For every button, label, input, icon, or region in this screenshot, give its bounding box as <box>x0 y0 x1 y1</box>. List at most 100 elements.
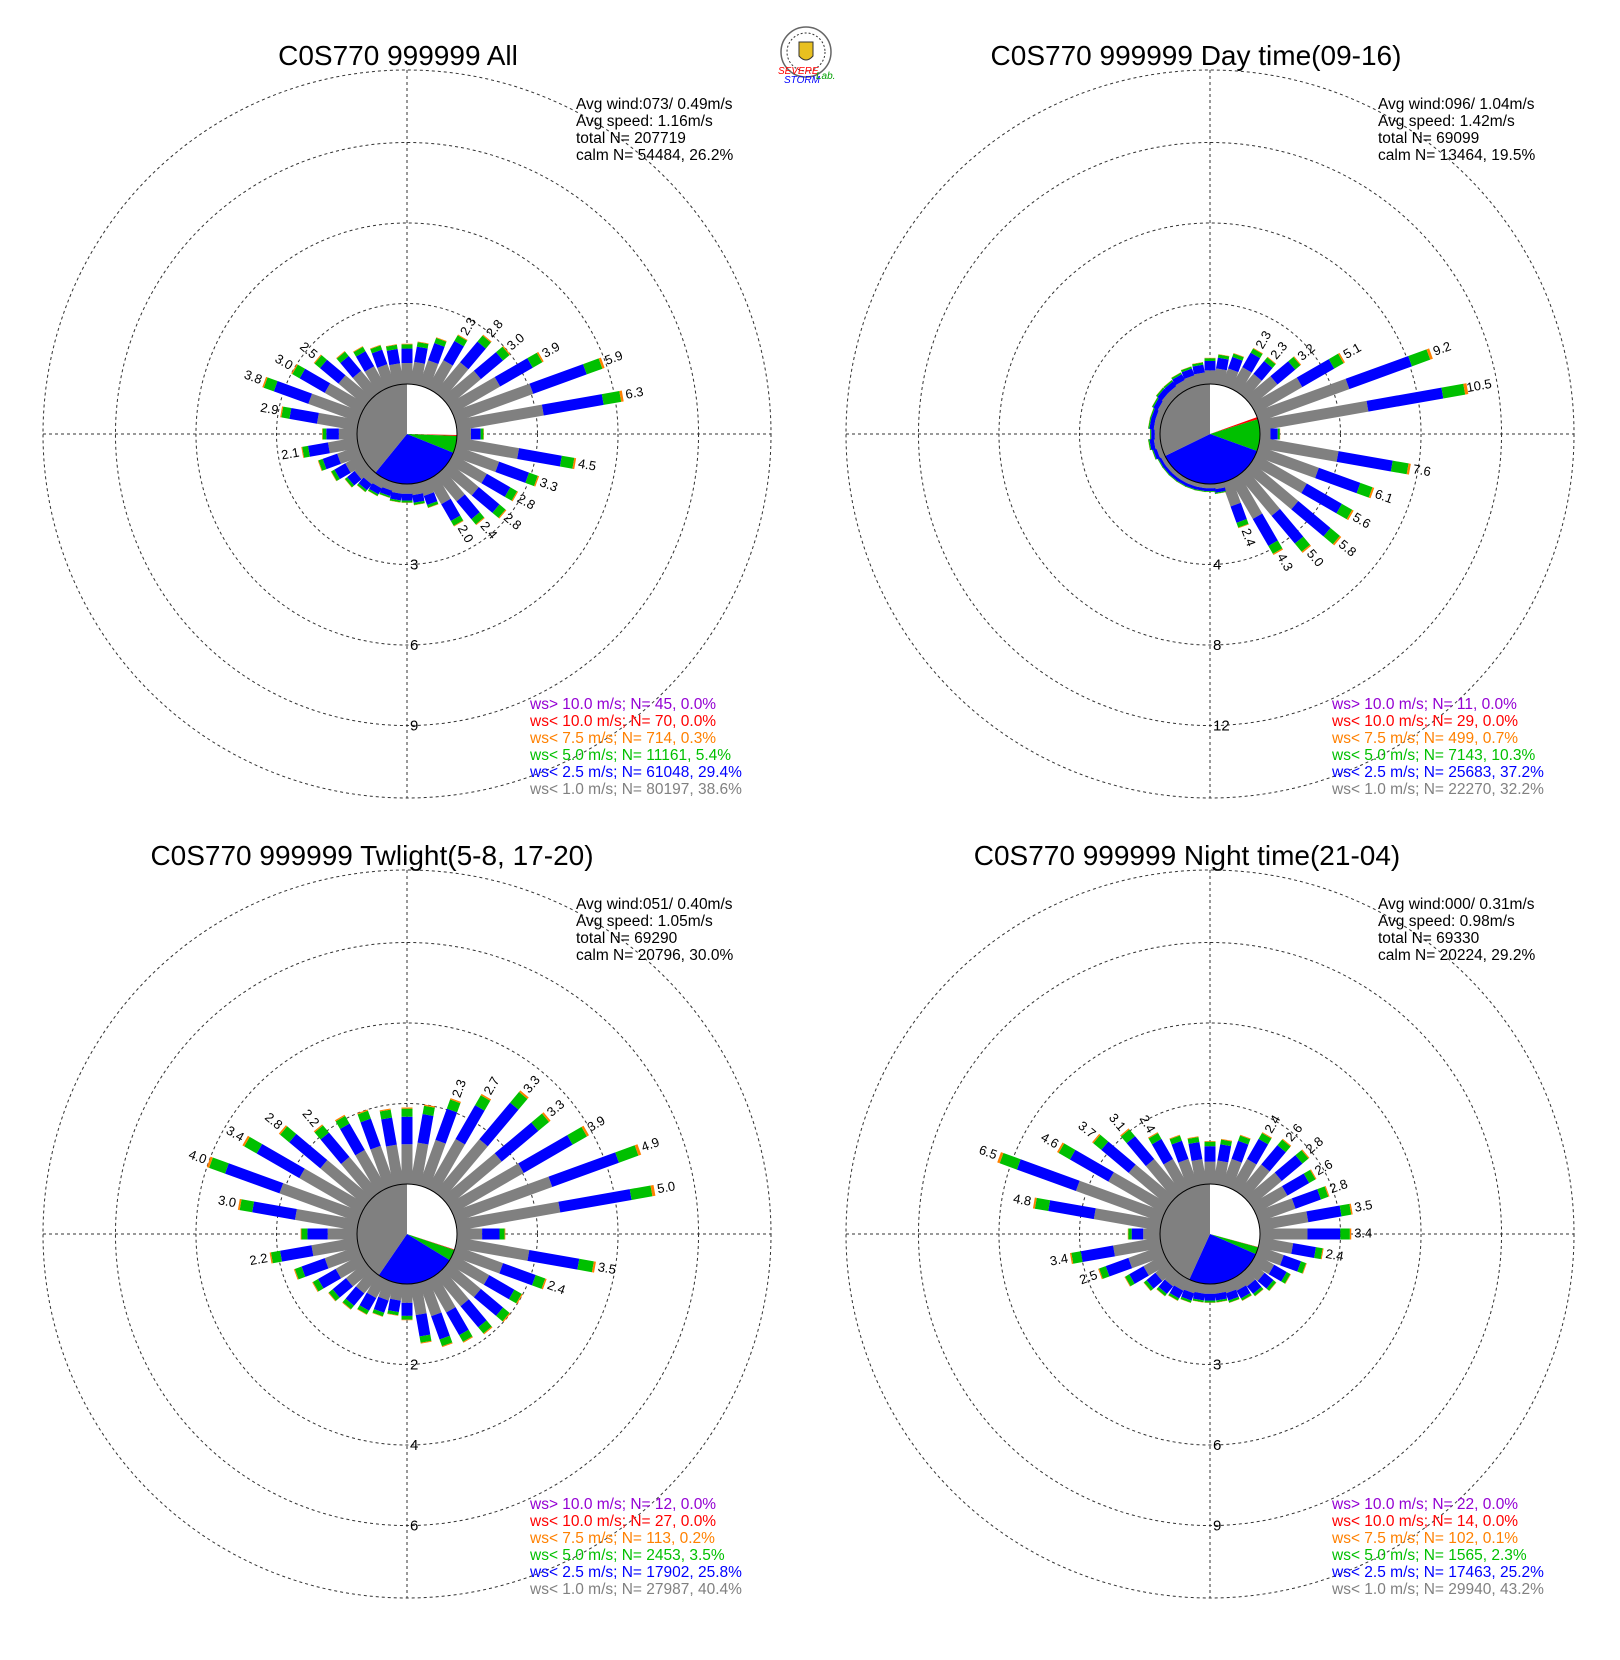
ring-label: 6 <box>1213 1437 1221 1454</box>
sector-label-50: 3.2 <box>1294 340 1317 363</box>
sector-bar-220-seg1 <box>358 477 372 491</box>
ring-label: 3 <box>1213 1357 1221 1374</box>
sector-bar-140-seg2 <box>1253 1286 1264 1297</box>
ring-outer <box>42 869 772 1599</box>
sector-bar-280-seg1 <box>1149 418 1156 430</box>
chart-title: C0S770 999999 All <box>278 40 518 71</box>
sector-bar-280-seg0 <box>294 1208 359 1231</box>
sector-bar-70-seg2 <box>583 358 603 375</box>
ring-label: 12 <box>1213 718 1230 735</box>
sector-bar-310-seg1 <box>1157 388 1169 401</box>
sector-bar-100-seg2 <box>1390 460 1409 475</box>
sector-bar-160-seg0 <box>418 1279 442 1317</box>
sector-label-310: 3.7 <box>1075 1118 1098 1141</box>
sector-bar-350-seg2 <box>386 344 398 351</box>
sector-bar-320-seg1 <box>340 355 362 378</box>
sector-bar-250-seg0 <box>337 445 362 464</box>
sector-bar-150-seg2 <box>459 1329 473 1342</box>
sector-bar-120-seg1 <box>481 473 511 497</box>
sector-bar-10-seg0 <box>1213 1160 1229 1186</box>
logo-text-1: SEVERE <box>778 66 819 77</box>
sector-bar-100-seg2 <box>1314 1247 1323 1260</box>
wind-rose-panel-3: C0S770 999999 Twlight(5-8, 17-20) 2 4 6 2.3 2… <box>42 840 772 1599</box>
sector-bar-10-seg1 <box>1217 1144 1232 1163</box>
sector-bar-80-seg3 <box>1463 383 1469 395</box>
sector-bar-40-seg1 <box>479 1102 519 1147</box>
sector-bar-320-seg1 <box>1126 1136 1155 1167</box>
sector-bar-170-seg0 <box>410 482 424 496</box>
sector-bar-260-seg0 <box>327 437 359 454</box>
sector-bar-70-seg3 <box>1426 348 1433 360</box>
sector-bar-170-seg0 <box>410 1282 427 1316</box>
sector-bar-100-seg1 <box>1336 451 1393 472</box>
sector-bar-310-seg2 <box>280 1126 297 1143</box>
sector-label-40: 2.3 <box>1267 339 1290 362</box>
calm-pie-slice-1 <box>1210 1234 1259 1248</box>
sector-bar-330-seg1 <box>355 351 375 372</box>
sector-bar-290-seg0 <box>279 1183 362 1223</box>
sector-bar-250-seg0 <box>324 1245 362 1269</box>
sector-label-20: 2.3 <box>449 1077 469 1099</box>
sector-bar-340-seg1 <box>371 349 388 368</box>
sector-label-260: 2.2 <box>248 1250 268 1268</box>
sector-bar-50-seg2 <box>531 1113 550 1131</box>
sector-label-160: 2.4 <box>1239 526 1259 548</box>
sector-bar-260-seg0 <box>1153 437 1162 450</box>
sector-bar-220-seg1 <box>1158 1279 1174 1294</box>
stat-avg-wind: Avg wind:073/ 0.49m/s <box>576 96 733 113</box>
sector-label-70: 4.9 <box>639 1134 661 1154</box>
sector-bar-230-seg0 <box>1155 1261 1176 1282</box>
sector-bar-60-seg2 <box>1303 1169 1316 1184</box>
sector-bar-110-seg0 <box>452 445 500 473</box>
sector-bar-130-seg2 <box>496 1307 510 1322</box>
sector-bar-80-seg0 <box>1258 1211 1309 1231</box>
sector-bar-130-seg3 <box>498 509 507 519</box>
sector-bar-200-seg2 <box>379 492 391 498</box>
sector-bar-10-seg0 <box>1213 368 1227 386</box>
sector-bar-70-seg1 <box>1345 355 1412 390</box>
sector-bar-50-seg1 <box>1274 1155 1303 1181</box>
sector-bar-330-seg2 <box>353 346 366 357</box>
sector-bar-150-seg2 <box>1268 540 1283 554</box>
sector-bar-250-seg2 <box>294 1266 306 1280</box>
sector-bar-10-seg2 <box>1217 354 1230 360</box>
sector-bar-50-seg3 <box>502 345 511 356</box>
sector-label-60: 2.6 <box>1312 1156 1335 1178</box>
sector-bar-350-seg1 <box>381 1117 397 1147</box>
sector-bar-340-seg1 <box>1171 1140 1189 1163</box>
sector-bar-120-seg2 <box>1336 503 1353 520</box>
sector-bar-40-seg2 <box>1277 1139 1291 1153</box>
sector-bar-40-seg1 <box>1261 1145 1286 1172</box>
sector-bar-260-seg0 <box>1113 1237 1162 1257</box>
stat-avg-speed: Avg speed: 1.05m/s <box>576 913 713 930</box>
sector-bar-330-seg0 <box>355 1149 387 1194</box>
sector-bar-80-seg2 <box>1339 1203 1352 1217</box>
sector-bar-120-seg0 <box>1250 1254 1275 1275</box>
ring-6 <box>998 1022 1422 1446</box>
sector-bar-190-seg1 <box>1194 486 1207 492</box>
sector-bar-250-seg1 <box>322 453 341 470</box>
sector-bar-210-seg1 <box>359 1292 377 1311</box>
calm-pie-slice-1 <box>407 434 457 436</box>
sector-bar-30-seg0 <box>1230 367 1252 394</box>
sector-bar-290-seg3 <box>206 1156 213 1168</box>
sector-bar-310-seg0 <box>338 375 373 407</box>
sector-bar-260-seg1 <box>1149 438 1156 450</box>
sector-bar-310-seg2 <box>1093 1134 1109 1150</box>
sector-bar-120-seg1 <box>1268 1264 1287 1282</box>
sector-bar-110-seg0 <box>452 1245 504 1274</box>
sector-bar-200-seg0 <box>1183 1279 1199 1294</box>
sector-bar-50-seg1 <box>494 1122 539 1162</box>
sector-bar-310-seg0 <box>320 1159 373 1207</box>
sector-bar-30-seg0 <box>427 1139 466 1194</box>
sector-bar-110-seg2 <box>531 1275 546 1289</box>
sector-bar-70-seg0 <box>452 383 534 423</box>
sector-bar-290-seg3 <box>997 1152 1004 1164</box>
sector-bar-40-seg0 <box>1237 1164 1270 1200</box>
sector-bar-200-seg2 <box>372 1309 385 1317</box>
sector-bar-240-seg0 <box>1160 454 1170 466</box>
sector-bar-70-seg2 <box>615 1145 639 1163</box>
legend-entry-2: ws< 7.5 m/s; N= 102, 0.1% <box>1331 1530 1518 1547</box>
sector-bar-250-seg1 <box>1152 447 1160 460</box>
